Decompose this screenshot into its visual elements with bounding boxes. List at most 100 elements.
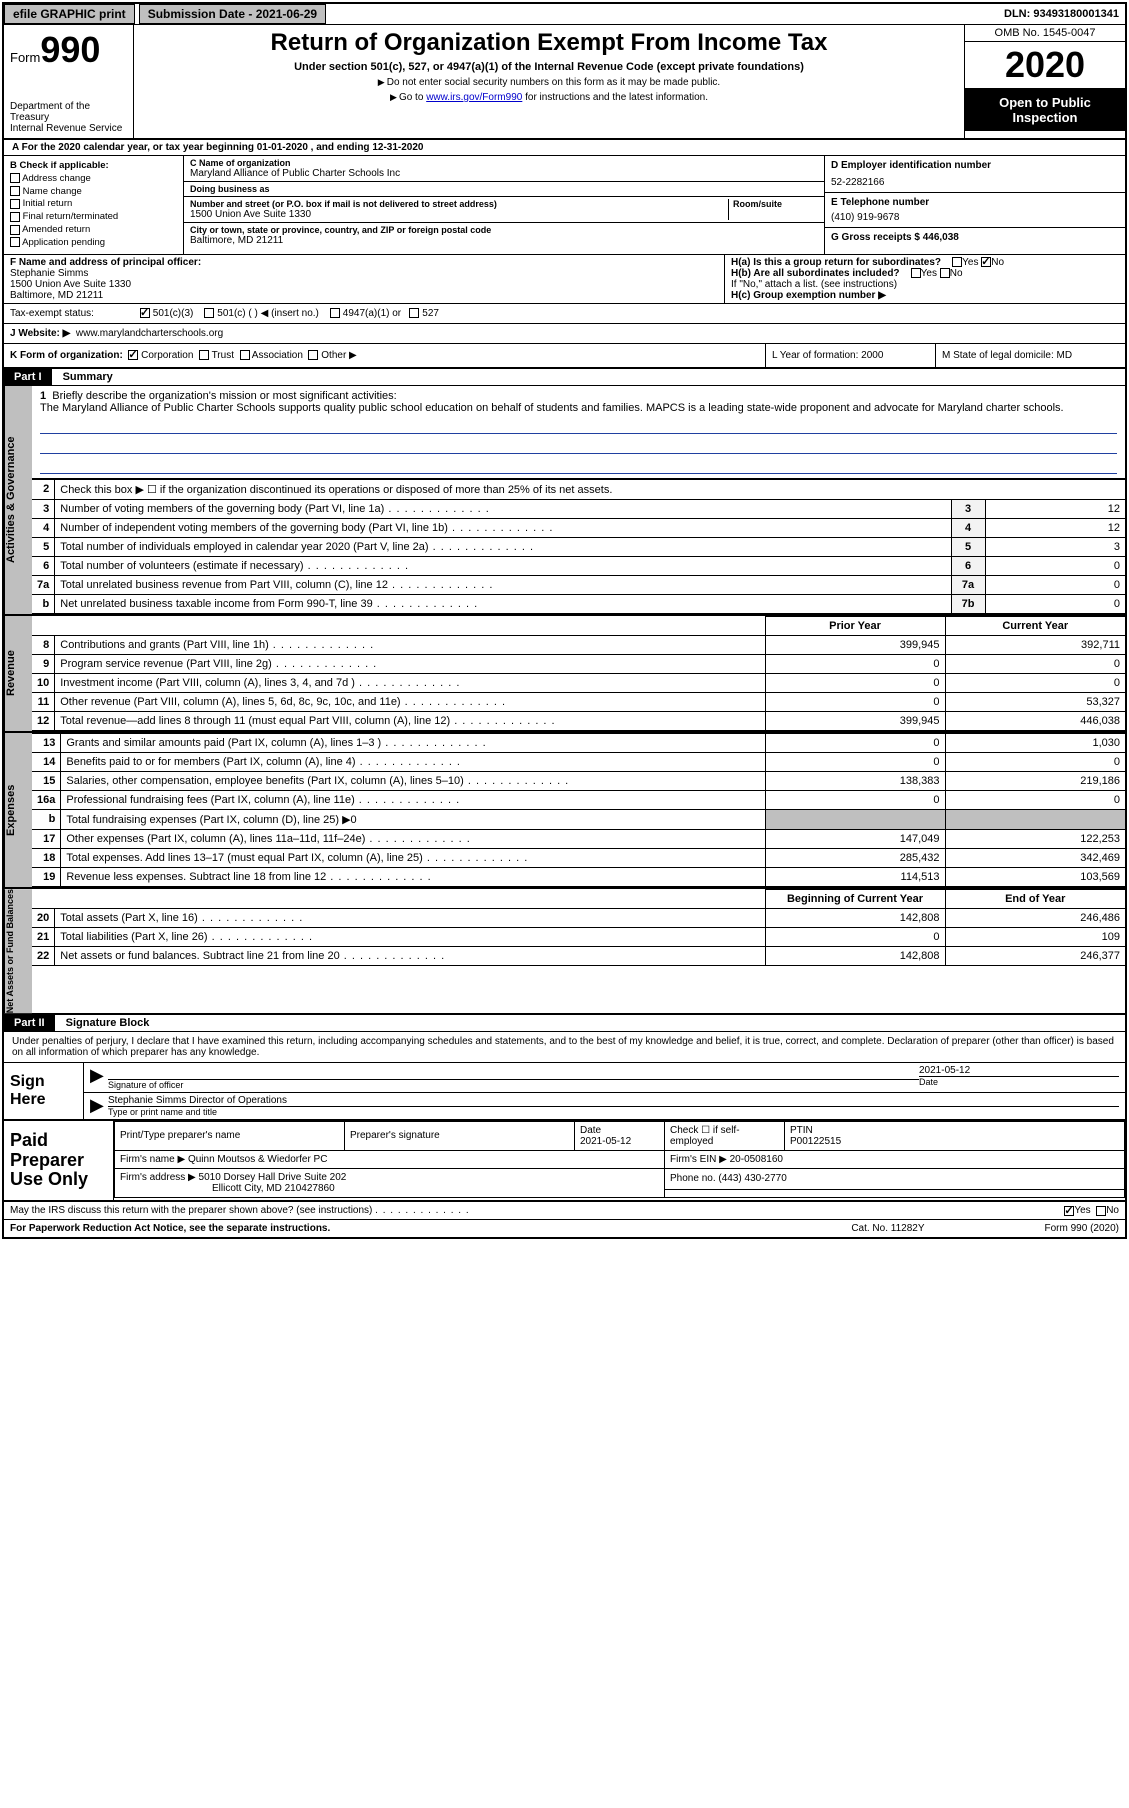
revenue-block: Revenue Prior YearCurrent Year8Contribut… xyxy=(4,616,1125,733)
efile-print-button[interactable]: efile GRAPHIC print xyxy=(4,4,135,24)
room-label: Room/suite xyxy=(733,199,818,209)
mission-block: 1 Briefly describe the organization's mi… xyxy=(32,386,1125,479)
paperwork-notice: For Paperwork Reduction Act Notice, see … xyxy=(10,1223,851,1234)
m-domicile: M State of legal domicile: MD xyxy=(935,344,1125,367)
i-opt: 527 xyxy=(422,308,439,319)
d-label: D Employer identification number xyxy=(831,160,1119,171)
date-label: Date xyxy=(919,1076,1119,1087)
b-item: Final return/terminated xyxy=(23,211,119,222)
chk-initial-return[interactable] xyxy=(10,199,20,209)
b-item: Initial return xyxy=(23,198,73,209)
i-opt: 4947(a)(1) or xyxy=(343,308,401,319)
sidebar-expenses: Expenses xyxy=(4,733,32,887)
form-id-block: Form990 Department of the Treasury Inter… xyxy=(4,25,134,138)
hc-label: H(c) Group exemption number ▶ xyxy=(731,290,886,301)
b-item: Address change xyxy=(22,173,91,184)
sig-officer-label: Signature of officer xyxy=(108,1079,919,1090)
table-row: 21Total liabilities (Part X, line 26)010… xyxy=(32,927,1125,946)
arrow-icon: ▶ xyxy=(90,1065,108,1090)
discuss-yes[interactable] xyxy=(1064,1206,1074,1216)
hb-yes[interactable] xyxy=(911,268,921,278)
table-row: 22Net assets or fund balances. Subtract … xyxy=(32,946,1125,965)
g-label: G Gross receipts $ 446,038 xyxy=(831,232,959,243)
form-ref: Form 990 (2020) xyxy=(1045,1223,1119,1234)
netassets-block: Net Assets or Fund Balances Beginning of… xyxy=(4,889,1125,1015)
ha-yes[interactable] xyxy=(952,257,962,267)
table-row: 7aTotal unrelated business revenue from … xyxy=(32,575,1125,594)
prep-date: 2021-05-12 xyxy=(580,1136,631,1147)
b-item: Application pending xyxy=(22,237,105,248)
briefly-num: 1 xyxy=(40,390,46,402)
i-opt: 501(c)(3) xyxy=(153,308,194,319)
firm-addr1: 5010 Dorsey Hall Drive Suite 202 xyxy=(199,1172,347,1183)
mission-line xyxy=(40,440,1117,454)
no-text: No xyxy=(991,257,1004,268)
chk-4947[interactable] xyxy=(330,308,340,318)
row-j: J Website: ▶ www.marylandcharterschools.… xyxy=(4,324,1125,344)
chk-app-pending[interactable] xyxy=(10,237,20,247)
ha-label: H(a) Is this a group return for subordin… xyxy=(731,257,941,268)
website-value: www.marylandcharterschools.org xyxy=(76,328,223,339)
chk-501c3[interactable] xyxy=(140,308,150,318)
table-row: 9Program service revenue (Part VIII, lin… xyxy=(32,654,1125,673)
chk-other[interactable] xyxy=(308,350,318,360)
table-row: 3Number of voting members of the governi… xyxy=(32,499,1125,518)
table-header-row: Prior YearCurrent Year xyxy=(32,616,1125,635)
dln-label: DLN: 93493180001341 xyxy=(1004,8,1125,20)
org-name: Maryland Alliance of Public Charter Scho… xyxy=(190,168,818,179)
officer-city: Baltimore, MD 21211 xyxy=(10,290,718,301)
table-row: 17Other expenses (Part IX, column (A), l… xyxy=(32,829,1125,848)
discuss-no[interactable] xyxy=(1096,1206,1106,1216)
chk-trust[interactable] xyxy=(199,350,209,360)
chk-527[interactable] xyxy=(409,308,419,318)
expenses-block: Expenses 13Grants and similar amounts pa… xyxy=(4,733,1125,889)
l-year-formation: L Year of formation: 2000 xyxy=(765,344,935,367)
chk-501c[interactable] xyxy=(204,308,214,318)
org-addr: 1500 Union Ave Suite 1330 xyxy=(190,209,728,220)
arrow-icon: ▶ xyxy=(90,1095,108,1117)
form-header: Form990 Department of the Treasury Inter… xyxy=(4,25,1125,140)
table-row: 4Number of independent voting members of… xyxy=(32,518,1125,537)
org-city: Baltimore, MD 21211 xyxy=(190,235,818,246)
yes-text: Yes xyxy=(921,268,937,279)
chk-final-return[interactable] xyxy=(10,212,20,222)
print-name-label: Print/Type preparer's name xyxy=(115,1121,345,1150)
chk-corp[interactable] xyxy=(128,350,138,360)
table-row: 10Investment income (Part VIII, column (… xyxy=(32,673,1125,692)
table-header-row: Beginning of Current YearEnd of Year xyxy=(32,889,1125,908)
officer-addr: 1500 Union Ave Suite 1330 xyxy=(10,279,718,290)
chk-amended[interactable] xyxy=(10,225,20,235)
chk-name-change[interactable] xyxy=(10,186,20,196)
goto-pre: Go to xyxy=(399,92,426,103)
irs-link[interactable]: www.irs.gov/Form990 xyxy=(426,92,522,103)
f-label: F Name and address of principal officer: xyxy=(10,257,718,268)
city-label: City or town, state or province, country… xyxy=(190,225,818,235)
mission-line xyxy=(40,420,1117,434)
form-subtitle: Under section 501(c), 527, or 4947(a)(1)… xyxy=(142,61,956,73)
self-emp-label: Check ☐ if self-employed xyxy=(665,1121,785,1150)
no-text: No xyxy=(950,268,963,279)
ssn-note: Do not enter social security numbers on … xyxy=(387,77,720,88)
table-row: 11Other revenue (Part VIII, column (A), … xyxy=(32,692,1125,711)
k-opt: Trust xyxy=(212,350,234,361)
prep-phone: (443) 430-2770 xyxy=(718,1173,786,1184)
table-row: bTotal fundraising expenses (Part IX, co… xyxy=(32,809,1125,829)
table-row: 19Revenue less expenses. Subtract line 1… xyxy=(32,867,1125,886)
hb-no[interactable] xyxy=(940,268,950,278)
sig-date: 2021-05-12 xyxy=(919,1065,1119,1076)
tax-year: 2020 xyxy=(965,42,1125,89)
discuss-text: May the IRS discuss this return with the… xyxy=(10,1205,1064,1216)
part2-tag: Part II xyxy=(4,1015,55,1031)
table-row: 8Contributions and grants (Part VIII, li… xyxy=(32,635,1125,654)
firm-name-label: Firm's name ▶ xyxy=(120,1154,185,1165)
ha-no[interactable] xyxy=(981,257,991,267)
table-row: 15Salaries, other compensation, employee… xyxy=(32,771,1125,790)
form-number: 990 xyxy=(40,29,100,70)
table-row: 14Benefits paid to or for members (Part … xyxy=(32,752,1125,771)
goto-post: for instructions and the latest informat… xyxy=(522,92,708,103)
preparer-block: Paid Preparer Use Only Print/Type prepar… xyxy=(4,1121,1125,1201)
chk-address-change[interactable] xyxy=(10,173,20,183)
chk-assoc[interactable] xyxy=(240,350,250,360)
officer-name-title: Stephanie Simms Director of Operations xyxy=(108,1095,1119,1106)
sign-here-label: Sign Here xyxy=(4,1063,84,1119)
